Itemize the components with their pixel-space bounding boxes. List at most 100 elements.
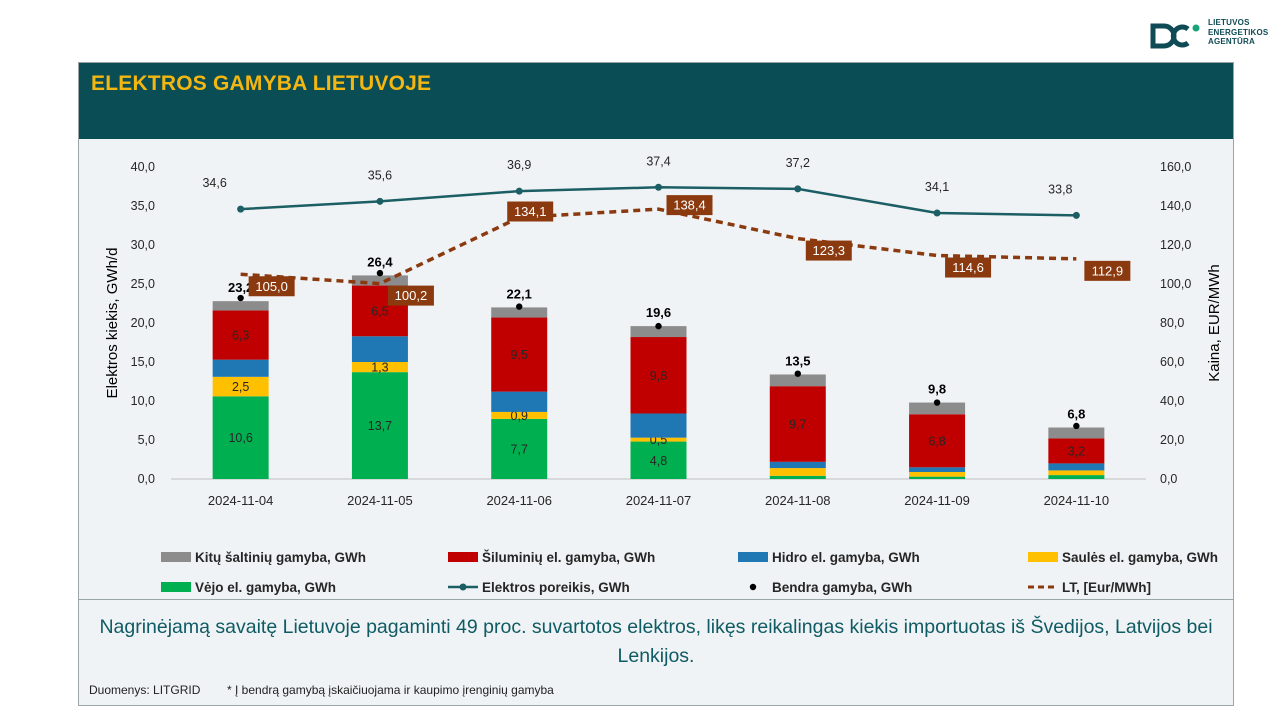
demand-label: 34,6 [202, 176, 226, 190]
bar-thermal [909, 414, 966, 468]
demand-label: 37,2 [786, 156, 810, 170]
bar-solar [351, 362, 408, 373]
bar-label-wind: 7,7 [511, 442, 528, 456]
demand-label: 33,8 [1048, 182, 1072, 196]
legend-label: Bendra gamyba, GWh [772, 580, 912, 595]
total-label: 6,8 [1067, 407, 1085, 422]
y-tick-label: 20,0 [131, 316, 155, 330]
price-label: 134,1 [514, 204, 547, 219]
bar-hydro [909, 467, 966, 472]
price-label: 112,9 [1092, 263, 1124, 278]
bar-label-thermal: 9,8 [650, 369, 667, 383]
bar-hydro [212, 359, 269, 377]
legend-swatch-wind [161, 582, 191, 592]
legend-label: Elektros poreikis, GWh [482, 580, 630, 595]
bar-other [351, 275, 408, 286]
bar-label-thermal: 6,3 [232, 329, 249, 343]
y-tick-label: 35,0 [131, 199, 155, 213]
price-label-box [248, 276, 295, 297]
bar-thermal [630, 337, 687, 414]
production-chart: 0,0 5,0 10,0 15,0 20,0 25,0 30,0 35,0 40,0 0,0 20,… [104, 154, 1223, 595]
bar-hydro [769, 461, 826, 469]
legend-swatch-hydro [738, 552, 768, 562]
demand-point [933, 209, 941, 217]
bar-label-thermal: 6,5 [371, 304, 388, 318]
y-axis-title: Elektros kiekis, GWh/d [104, 248, 121, 399]
bar-solar [630, 437, 687, 442]
price-label: 138,4 [673, 198, 706, 213]
x-tick-label: 2024-11-06 [486, 493, 552, 508]
bar-wind [491, 418, 548, 479]
y-tick-label: 40,0 [131, 160, 155, 174]
brand-line-2: ENERGETIKOS [1208, 27, 1269, 37]
total-marker [516, 303, 523, 310]
total-marker [376, 269, 384, 277]
total-marker [933, 399, 941, 406]
bar-hydro [351, 336, 408, 362]
x-tick-label: 2024-11-04 [208, 493, 274, 508]
demand-point [515, 187, 523, 195]
bar-label-wind: 4,8 [650, 454, 667, 468]
brand-logo: LIETUVOS ENERGETIKOS AGENTŪRA [1150, 16, 1270, 56]
legend-label: Šiluminių el. gamyba, GWh [482, 550, 655, 565]
y-tick-label: 0,0 [138, 472, 155, 486]
price-label-box [507, 201, 554, 222]
bar-solar [769, 468, 826, 476]
price-label: 123,3 [813, 243, 846, 258]
section-divider [79, 599, 1233, 600]
page-title: ELEKTROS GAMYBA LIETUVOJE [91, 72, 432, 95]
bar-thermal [491, 317, 548, 392]
legend-swatch-demand-dot [459, 583, 467, 591]
x-tick-label: 2024-11-05 [347, 493, 413, 508]
legend-label: Hidro el. gamyba, GWh [772, 550, 920, 565]
legend-label: Saulės el. gamyba, GWh [1062, 550, 1218, 565]
y2-axis-title: Kaina, EUR/MWh [1206, 264, 1223, 382]
legend-swatch-solar [1028, 552, 1058, 562]
bar-other [491, 307, 548, 318]
total-label: 9,8 [928, 382, 946, 397]
demand-label: 35,6 [368, 168, 392, 182]
y-tick-label: 5,0 [138, 433, 155, 447]
bar-wind [351, 372, 408, 479]
price-label-box [1084, 260, 1131, 281]
legend-label: Vėjo el. gamyba, GWh [195, 580, 336, 595]
x-tick-label: 2024-11-09 [904, 493, 970, 508]
y2-tick-label: 40,0 [1160, 394, 1184, 408]
demand-point [237, 205, 245, 213]
y2-tick-label: 60,0 [1160, 355, 1184, 369]
summary-text: Nagrinėjamą savaitę Lietuvoje pagaminti … [99, 616, 1213, 667]
total-label: 19,6 [646, 305, 671, 320]
y2-tick-label: 20,0 [1160, 433, 1184, 447]
bar-label-solar: 0,9 [511, 409, 528, 423]
bar-label-thermal: 6,8 [928, 434, 945, 448]
bar-thermal [1048, 438, 1105, 464]
bar-thermal [212, 310, 269, 360]
price-label-box [805, 240, 852, 261]
price-label: 105,0 [255, 279, 288, 294]
demand-label: 37,4 [646, 154, 670, 168]
x-tick-label: 2024-11-10 [1044, 493, 1110, 508]
brand-line-3: AGENTŪRA [1208, 37, 1255, 46]
y2-tick-label: 160,0 [1160, 160, 1191, 174]
y2-tick-label: 140,0 [1160, 199, 1191, 213]
bar-wind [1048, 475, 1105, 479]
legend-label: Kitų šaltinių gamyba, GWh [195, 550, 366, 565]
total-marker [794, 370, 801, 377]
footnote: * Į bendrą gamybą įskaičiuojama ir kaupi… [227, 683, 554, 697]
bar-other [212, 301, 269, 311]
price-label-box [945, 257, 992, 278]
bar-solar [491, 411, 548, 419]
bar-wind [909, 476, 966, 479]
price-label-box [666, 195, 713, 216]
bar-solar [1048, 470, 1105, 476]
price-line [240, 207, 1077, 286]
bar-wind [630, 441, 687, 479]
demand-label: 34,1 [925, 180, 949, 194]
legend-swatch-other [161, 552, 191, 562]
lea-logo-icon [1150, 23, 1200, 49]
bar-solar [909, 471, 966, 477]
demand-label: 36,9 [507, 158, 531, 172]
bar-wind [769, 475, 826, 479]
legend-label: LT, [Eur/MWh] [1062, 580, 1151, 595]
demand-point [655, 183, 662, 191]
